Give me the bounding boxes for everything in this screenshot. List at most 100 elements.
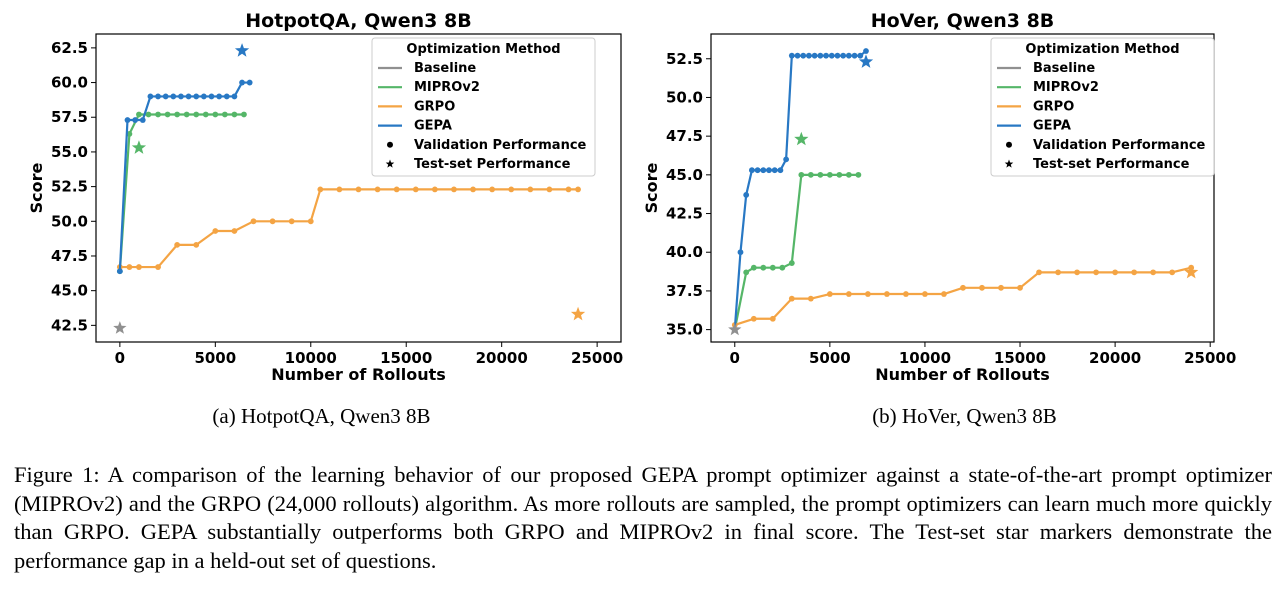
miprov2-validation-point (164, 111, 171, 118)
grpo-validation-point (136, 264, 142, 270)
miprov2-validation-point (221, 111, 228, 118)
gepa-test-star (234, 43, 250, 57)
chart-title: HoVer, Qwen3 8B (871, 10, 1055, 32)
grpo-validation-point (212, 228, 219, 234)
miprov2-validation-point (212, 111, 219, 118)
grpo-validation-point (845, 291, 852, 297)
legend: Optimization Method Baseline MIPROv2 GRPO GE… (990, 37, 1215, 177)
grpo-validation-point (307, 218, 314, 225)
plot-frame (95, 33, 622, 343)
miprov2-validation-point (241, 111, 247, 118)
miprov2-validation-point (836, 171, 843, 178)
legend-entry-miprov2: MIPROv2 (378, 80, 480, 95)
chart-title: HotpotQA, Qwen3 8B (245, 10, 471, 32)
legend-entry-validation-performance: Validation Performance (1006, 138, 1206, 153)
x-tick-label: 25000 (571, 349, 623, 367)
chart-hotpotqa-svg: HotpotQA, Qwen3 8B 0 5000 10000 15000 20000 25… (27, 10, 623, 384)
gepa-validation-point (139, 117, 146, 123)
gepa-validation-point (155, 93, 161, 100)
gepa-validation-point (806, 52, 812, 59)
grpo-series-line (734, 266, 1192, 327)
miprov2-validation-point (798, 171, 805, 178)
y-tick-label: 47.5 (51, 247, 88, 265)
chart-hotpotqa: HotpotQA, Qwen3 8B 0 5000 10000 15000 20000 25… (0, 0, 643, 400)
grpo-validation-point (336, 186, 343, 193)
legend-entry-label: GEPA (414, 119, 452, 134)
x-tick-label: 25000 (1184, 349, 1236, 367)
grpo-validation-point (1017, 284, 1023, 291)
gepa-validation-point (817, 52, 824, 59)
x-axis-label: Number of Rollouts (875, 365, 1050, 384)
y-tick-label: 62.5 (51, 39, 88, 57)
gepa-validation-point (845, 52, 852, 59)
chart-hover: HoVer, Qwen3 8B 0 5000 10000 15000 20000 25000… (643, 0, 1286, 400)
legend-entry-label: Test-set Performance (1033, 157, 1190, 172)
grpo-validation-point (807, 295, 814, 302)
legend-dot-swatch (1006, 141, 1012, 148)
gepa-validation-point (116, 268, 123, 275)
legend-entry-baseline: Baseline (997, 61, 1095, 76)
gepa-validation-point (223, 93, 230, 100)
legend-entry-label: MIPROv2 (1033, 80, 1099, 95)
x-tick-label: 5000 (194, 349, 236, 367)
gepa-validation-point (840, 52, 847, 59)
y-tick-label: 42.5 (666, 205, 703, 223)
legend-entry-grpo: GRPO (997, 99, 1074, 114)
miprov2-validation-point (788, 260, 795, 266)
legend-entry-label: GEPA (1033, 119, 1071, 134)
y-tick-label: 57.5 (51, 108, 88, 126)
legend-star-swatch (1004, 159, 1014, 168)
grpo-validation-point (527, 186, 534, 193)
gepa-validation-point (783, 156, 790, 163)
y-tick-label: 45.0 (666, 166, 703, 184)
legend-entry-test-set-performance: Test-set Performance (385, 157, 571, 172)
miprov2-validation-point (769, 264, 776, 271)
grpo-validation-point (193, 241, 200, 248)
grpo-validation-point (269, 218, 276, 225)
grpo-validation-point (1169, 269, 1176, 276)
miprov2-validation-point (155, 111, 161, 118)
baseline-test-star (113, 321, 127, 334)
figure-caption: Figure 1: A comparison of the learning b… (14, 462, 1272, 573)
grpo-validation-point (922, 291, 928, 297)
legend-entry-label: GRPO (1033, 99, 1074, 114)
y-tick-label: 42.5 (51, 316, 88, 334)
grpo-validation-point (750, 315, 757, 322)
y-axis-label: Score (27, 162, 46, 213)
gepa-validation-point (200, 93, 207, 100)
grpo-validation-point (1074, 269, 1080, 276)
gepa-validation-point (737, 249, 744, 256)
gepa-validation-point (748, 167, 755, 174)
grpo-validation-point (864, 291, 871, 297)
grpo-validation-point (998, 284, 1004, 291)
grpo-validation-point (1150, 269, 1157, 276)
y-tick-label: 60.0 (51, 74, 88, 92)
grpo-validation-point (470, 186, 476, 193)
miprov2-series-line (118, 113, 244, 272)
miprov2-validation-point (855, 171, 862, 178)
legend-star-swatch (385, 159, 395, 168)
miprov2-test-star (794, 131, 809, 146)
miprov2-validation-point (174, 111, 181, 118)
gepa-validation-point (851, 52, 858, 59)
grpo-validation-point (546, 186, 553, 193)
y-axis-label: Score (643, 162, 661, 213)
legend-entry-baseline: Baseline (378, 61, 476, 76)
gepa-validation-point (760, 167, 767, 174)
miprov2-validation-point (743, 269, 750, 276)
grpo-series-line (119, 188, 579, 269)
y-tick-label: 35.0 (666, 321, 703, 339)
x-tick-label: 5000 (809, 349, 851, 367)
legend-box (990, 37, 1215, 177)
legend-entry-label: Baseline (414, 61, 476, 76)
legend-entry-validation-performance: Validation Performance (387, 138, 587, 153)
gepa-validation-point (246, 79, 253, 86)
grpo-validation-point (788, 295, 795, 302)
grpo-test-star (570, 306, 586, 321)
grpo-validation-point (1112, 269, 1119, 276)
legend-entry-label: Validation Performance (414, 138, 587, 153)
gepa-validation-point (794, 52, 801, 59)
x-axis-label: Number of Rollouts (271, 365, 446, 384)
x-tick-label: 0 (115, 349, 125, 367)
legend-entry-grpo: GRPO (378, 99, 455, 114)
